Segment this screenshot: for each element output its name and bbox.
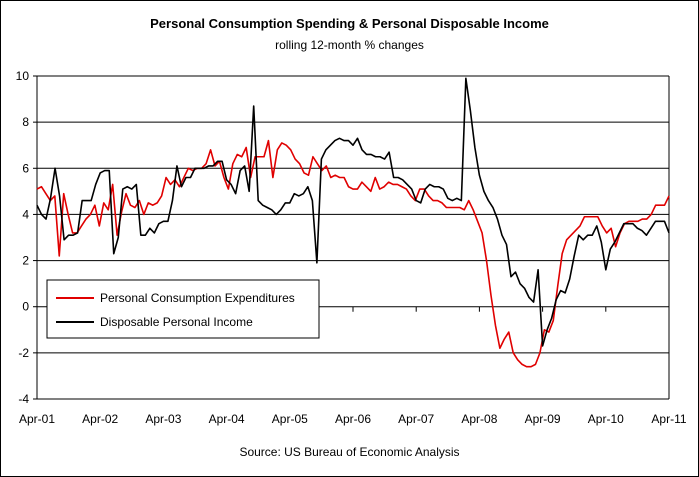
x-tick-label: Apr-03 [145, 412, 181, 426]
axes: -4 -2 0 2 4 6 8 10 Apr-01 Apr-02 Apr-03 Apr-04 Apr-0… [16, 69, 687, 426]
chart-title: Personal Consumption Spending & Personal… [150, 16, 549, 31]
y-tick-label: -4 [18, 392, 29, 406]
x-tick-label: Apr-11 [651, 412, 686, 426]
x-tick-label: Apr-07 [398, 412, 434, 426]
y-tick-label: 8 [22, 115, 29, 129]
chart-subtitle: rolling 12-month % changes [275, 38, 424, 52]
legend-label-pce: Personal Consumption Expenditures [100, 291, 295, 305]
y-tick-label: 6 [22, 161, 29, 175]
x-tick-label: Apr-08 [461, 412, 497, 426]
x-tick-label: Apr-05 [272, 412, 308, 426]
series-lines [36, 77, 670, 368]
x-tick-label: Apr-10 [588, 412, 624, 426]
chart-source: Source: US Bureau of Economic Analysis [239, 445, 460, 459]
x-tick-label: Apr-09 [525, 412, 561, 426]
y-tick-label: 4 [22, 207, 29, 221]
gridlines [37, 75, 669, 354]
x-tick-label: Apr-02 [82, 412, 118, 426]
y-tick-label: 2 [22, 254, 29, 268]
legend-box [46, 279, 320, 339]
series-line-pce [36, 139, 670, 368]
legend: Personal Consumption Expenditures Dispos… [46, 279, 320, 339]
series-line-dpi [36, 77, 670, 347]
x-tick-label: Apr-06 [335, 412, 371, 426]
y-tick-label: -2 [18, 346, 29, 360]
x-tick-label: Apr-01 [19, 412, 55, 426]
y-tick-label: 10 [16, 69, 30, 83]
x-tick-label: Apr-04 [209, 412, 245, 426]
y-tick-label: 0 [22, 300, 29, 314]
legend-label-dpi: Disposable Personal Income [100, 315, 253, 329]
